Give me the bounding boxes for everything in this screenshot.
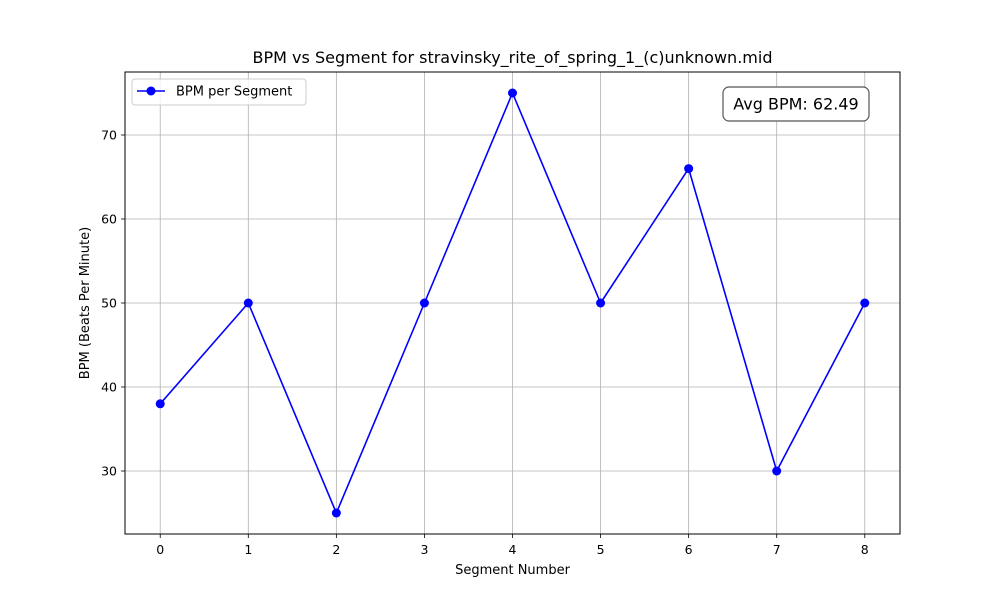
data-point: [331, 508, 341, 518]
legend-marker-sample: [146, 86, 156, 96]
legend: BPM per Segment: [131, 78, 307, 106]
y-tick-label: 50: [101, 296, 117, 311]
data-point: [508, 88, 517, 98]
x-tick-label: 3: [420, 542, 428, 557]
y-tick-label: 30: [101, 464, 117, 479]
data-point: [684, 164, 694, 174]
x-axis-ticks: 0 1 2 3 4 5 6 7 8: [156, 534, 869, 557]
data-point: [772, 466, 782, 476]
data-point: [419, 298, 429, 308]
data-point: [860, 298, 870, 308]
chart-title: BPM vs Segment for stravinsky_rite_of_sp…: [253, 48, 773, 68]
series-bpm-per-segment: [155, 88, 870, 518]
y-axis-ticks: 30 40 50 60 70: [101, 128, 125, 479]
avg-bpm-annotation: Avg BPM: 62.49: [722, 86, 870, 122]
x-tick-label: 2: [332, 542, 340, 557]
x-tick-label: 4: [509, 542, 517, 557]
x-tick-label: 6: [685, 542, 693, 557]
y-tick-label: 70: [101, 128, 117, 143]
y-tick-label: 60: [101, 212, 117, 227]
legend-box: [131, 78, 307, 106]
grid: [125, 72, 900, 534]
legend-label: BPM per Segment: [176, 85, 292, 100]
annotation-text: Avg BPM: 62.49: [733, 95, 858, 114]
x-tick-label: 1: [244, 542, 252, 557]
y-tick-label: 40: [101, 380, 117, 395]
x-axis-label: Segment Number: [455, 563, 571, 578]
y-axis-label: BPM (Beats Per Minute): [78, 227, 93, 379]
data-point: [155, 399, 165, 409]
x-tick-label: 8: [861, 542, 869, 557]
plot-frame: [124, 71, 901, 535]
x-tick-label: 7: [773, 542, 781, 557]
annotation-box: [722, 86, 870, 122]
x-tick-label: 0: [156, 542, 164, 557]
x-tick-label: 5: [597, 542, 605, 557]
data-point: [243, 298, 253, 308]
data-point: [596, 298, 606, 308]
